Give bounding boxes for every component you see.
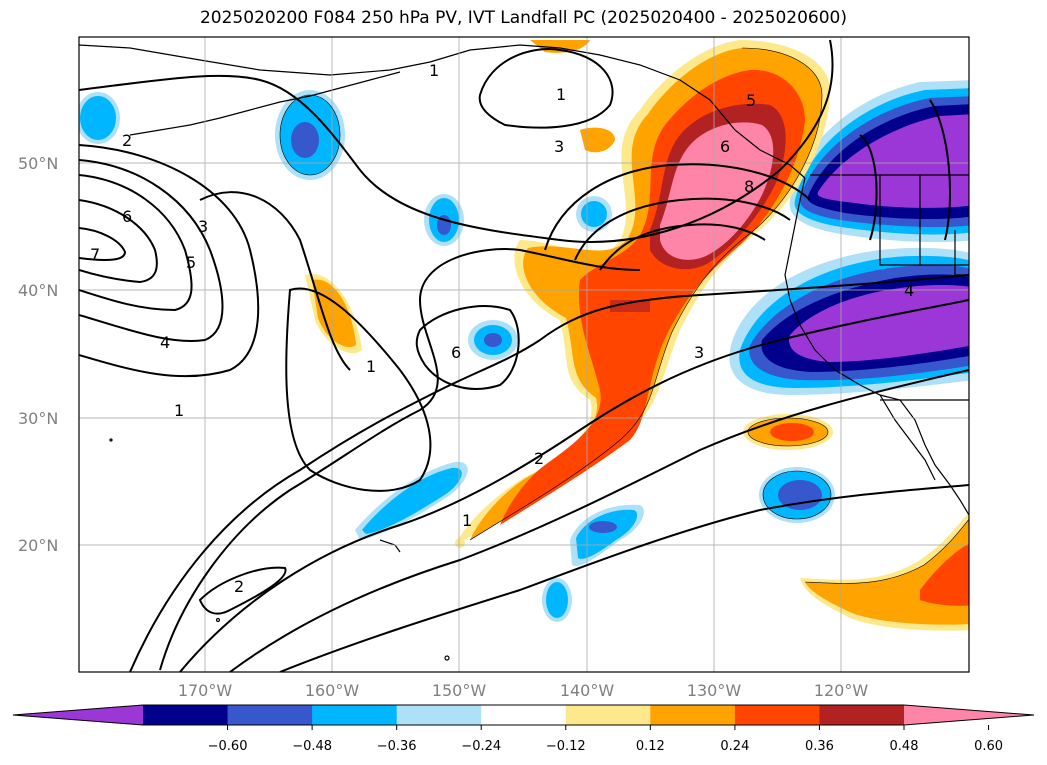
lon-label: 150°W (432, 681, 487, 700)
contour-label: 1 (429, 61, 439, 80)
map-panel: 2 1 6 7 3 5 4 1 2 1 6 3 5 6 8 1 2 3 4 1 (79, 37, 969, 672)
colorbar-swatch (650, 705, 736, 725)
north-america-coast (784, 177, 969, 516)
contour-label: 6 (122, 207, 132, 226)
contour-label: 1 (366, 357, 376, 376)
contour-label: 6 (451, 343, 461, 362)
colorbar-swatch (481, 705, 567, 725)
contour-label: 3 (198, 217, 208, 236)
colorbar-swatch (143, 705, 229, 725)
state-line-1 (879, 175, 969, 266)
contour-label: 2 (122, 131, 132, 150)
contour-label: 8 (744, 177, 754, 196)
colorbar-label: −0.48 (292, 739, 332, 754)
colorbar-label: −0.36 (377, 739, 417, 754)
colorbar-label: 0.60 (974, 739, 1003, 754)
colorbar: −0.60 −0.48 −0.36 −0.24 −0.12 0.12 0.24 0.36 0.4… (12, 704, 1035, 754)
colorbar-label: 0.36 (805, 739, 834, 754)
colorbar-swatch (396, 705, 482, 725)
colorbar-label: −0.24 (461, 739, 501, 754)
contour-label: 3 (694, 343, 704, 362)
colorbar-swatch (734, 705, 820, 725)
pv-contours (79, 39, 969, 672)
lat-label: 50°N (18, 154, 58, 173)
colorbar-label: −0.12 (546, 739, 586, 754)
colorbar-swatch (819, 705, 905, 725)
map-title: 2025020200 F084 250 hPa PV, IVT Landfall… (199, 8, 847, 28)
contour-label: 4 (904, 281, 914, 300)
coastlines (79, 44, 969, 661)
lon-label: 170°W (178, 681, 233, 700)
lon-label: 160°W (305, 681, 360, 700)
aleutian-chain (129, 71, 401, 136)
contour-label: 1 (556, 85, 566, 104)
map-frame (78, 36, 970, 673)
contour-label: 2 (234, 577, 244, 596)
colorbar-label: 0.12 (636, 739, 665, 754)
contour-label: 5 (186, 253, 196, 272)
colorbar-extend-high (904, 705, 1034, 725)
lon-label: 140°W (560, 681, 615, 700)
colorbar-label: 0.48 (890, 739, 919, 754)
lat-label: 30°N (18, 409, 58, 428)
longitude-labels: 170°W 160°W 150°W 140°W 130°W 120°W (178, 681, 869, 700)
lon-label: 130°W (687, 681, 742, 700)
colorbar-label: 0.24 (720, 739, 749, 754)
contour-labels: 2 1 6 7 3 5 4 1 2 1 6 3 5 6 8 1 2 3 4 1 (90, 61, 914, 596)
colorbar-outline (12, 704, 1035, 726)
contour-label: 5 (746, 91, 756, 110)
lat-label: 20°N (18, 536, 58, 555)
contour-label: 1 (462, 511, 472, 530)
contour-label: 7 (90, 245, 100, 264)
contour-label: 2 (534, 449, 544, 468)
colorbar-swatch (565, 705, 651, 725)
colorbar-extend-low (13, 705, 143, 725)
latitude-labels: 20°N 30°N 40°N 50°N (18, 154, 58, 555)
colorbar-swatch (227, 705, 313, 725)
colorbar-swatch (312, 705, 398, 725)
contour-label: 3 (554, 137, 564, 156)
lon-label: 120°W (814, 681, 869, 700)
alaska-coast (79, 44, 806, 179)
baja-california (879, 394, 936, 481)
contour-label: 1 (174, 401, 184, 420)
positive-correlation-regions (305, 40, 969, 631)
contour-label: 6 (720, 137, 730, 156)
lat-label: 40°N (18, 281, 58, 300)
contour-label: 4 (160, 333, 170, 352)
colorbar-label: −0.60 (208, 739, 248, 754)
